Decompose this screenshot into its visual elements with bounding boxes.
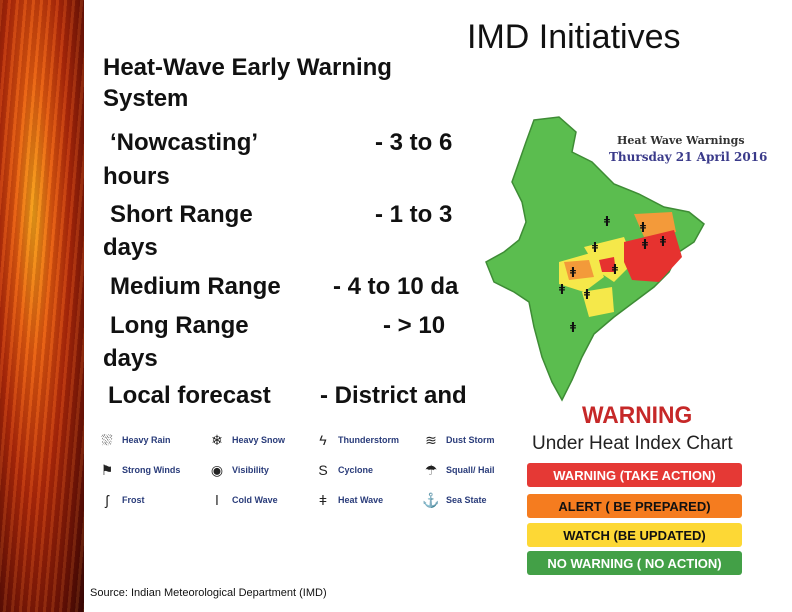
heat-wave-icon: ǂ xyxy=(318,492,328,508)
legend-item-frost: ʃ Frost xyxy=(98,491,144,509)
legend-item-heavy-rain: ⛆ Heavy Rain xyxy=(98,431,170,449)
map-zone-red-east xyxy=(624,230,682,282)
legend-item-dust-storm: ≋ Dust Storm xyxy=(422,431,494,449)
source-note: Source: Indian Meteorological Department… xyxy=(90,587,327,599)
squall-hail-icon: ☂ xyxy=(424,461,438,478)
map-zone-yellow-south xyxy=(582,287,614,317)
forecast-wrap-long-range: days xyxy=(103,345,158,372)
heat-wave-marker-icon: ǂ xyxy=(612,262,618,275)
warning-chart-subtitle: Under Heat Index Chart xyxy=(532,433,733,454)
legend-item-visibility: ◉ Visibility xyxy=(208,461,269,479)
strong-winds-icon: ⚑ xyxy=(100,461,114,478)
heavy-rain-icon: ⛆ xyxy=(101,431,113,448)
heat-wave-marker-icon: ǂ xyxy=(570,320,576,333)
heat-wave-marker-icon: ǂ xyxy=(570,265,576,278)
forecast-value-local: - District and xyxy=(320,382,467,409)
forecast-wrap-nowcasting: hours xyxy=(103,163,170,190)
sea-state-icon: ⚓ xyxy=(422,491,440,508)
heat-wave-marker-icon: ǂ xyxy=(660,234,666,247)
forecast-value-long-range: - > 10 xyxy=(383,312,446,339)
map-zone-orange-north xyxy=(634,212,676,237)
forecast-label-local: Local forecast xyxy=(108,382,271,409)
legend-item-heat-wave: ǂ Heat Wave xyxy=(314,491,383,509)
warning-level-be-prepared: ALERT ( BE PREPARED) xyxy=(527,494,742,518)
forecast-label-long-range: Long Range xyxy=(110,312,249,339)
legend-item-squall-hail: ☂ Squall/ Hail xyxy=(422,461,495,479)
warning-chart-title: WARNING xyxy=(582,402,693,429)
legend-item-cyclone: S Cyclone xyxy=(314,461,373,479)
forecast-label-medium-range: Medium Range xyxy=(110,273,281,300)
legend-item-cold-wave: ǀ Cold Wave xyxy=(208,491,278,509)
legend-item-sea-state: ⚓ Sea State xyxy=(422,491,487,508)
warning-level-be-updated: WATCH (BE UPDATED) xyxy=(527,523,742,547)
warning-level-no-action: NO WARNING ( NO ACTION) xyxy=(527,551,742,575)
heat-wave-marker-icon: ǂ xyxy=(640,220,646,233)
cold-wave-icon: ǀ xyxy=(215,492,219,508)
thunderstorm-icon: ϟ xyxy=(319,432,327,448)
heat-wave-marker-icon: ǂ xyxy=(642,237,648,250)
legend-item-thunderstorm: ϟ Thunderstorm xyxy=(314,431,399,449)
forecast-label-nowcasting: ‘Nowcasting’ xyxy=(110,129,259,156)
heat-wave-marker-icon: ǂ xyxy=(559,282,565,295)
map-zone-red-small xyxy=(599,257,616,272)
cyclone-icon: S xyxy=(318,462,328,478)
forecast-value-medium-range: - 4 to 10 da xyxy=(333,273,459,300)
heat-wave-marker-icon: ǂ xyxy=(592,240,598,253)
heat-wave-map: ǂ ǂ ǂ ǂ ǂ ǂ ǂ ǂ ǂ ǂ xyxy=(464,112,764,412)
map-zone-orange-west xyxy=(564,260,594,280)
heat-wave-marker-icon: ǂ xyxy=(584,287,590,300)
warning-level-take-action: WARNING (TAKE ACTION) xyxy=(527,463,742,487)
forecast-value-nowcasting: - 3 to 6 xyxy=(375,129,453,156)
forecast-wrap-short-range: days xyxy=(103,234,158,261)
dust-storm-icon: ≋ xyxy=(425,431,437,448)
decorative-fire-strip xyxy=(0,0,84,612)
forecast-label-short-range: Short Range xyxy=(110,201,253,228)
legend-item-strong-winds: ⚑ Strong Winds xyxy=(98,461,181,479)
legend-item-heavy-snow: ❄ Heavy Snow xyxy=(208,431,285,449)
frost-icon: ʃ xyxy=(105,492,109,508)
map-title: Heat Wave Warnings xyxy=(617,134,745,147)
heavy-snow-icon: ❄ xyxy=(211,431,223,448)
slide-subtitle: Heat-Wave Early Warning System xyxy=(103,54,392,112)
forecast-value-short-range: - 1 to 3 xyxy=(375,201,453,228)
map-date: Thursday 21 April 2016 xyxy=(609,150,768,164)
visibility-icon: ◉ xyxy=(210,461,224,478)
slide-title: IMD Initiatives xyxy=(467,18,681,56)
weather-symbol-legend: ⛆ Heavy Rain ❄ Heavy Snow ≋ Dust Storm ⚑… xyxy=(92,425,497,517)
heat-wave-marker-icon: ǂ xyxy=(604,214,610,227)
